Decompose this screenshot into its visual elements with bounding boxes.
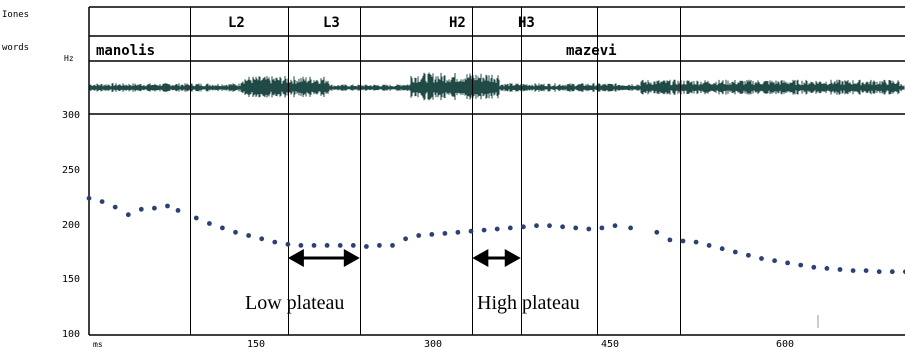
- pitch-point-14: [272, 239, 278, 245]
- pitch-point-30: [481, 227, 487, 233]
- low-plateau-label: Low plateau: [245, 292, 344, 314]
- segment-boundaries: [190, 7, 681, 335]
- tones-tier-label: Iones: [2, 10, 29, 20]
- y-tick-200: 200: [62, 220, 80, 231]
- pitch-point-13: [259, 236, 265, 242]
- pitch-point-42: [654, 229, 660, 235]
- plateau-arrow-1: [472, 249, 521, 267]
- pitch-point-2: [112, 204, 118, 210]
- pitch-point-29: [468, 228, 474, 234]
- pitch-point-37: [573, 225, 579, 231]
- pitch-point-58: [863, 268, 869, 273]
- pitch-point-50: [759, 256, 764, 261]
- pitch-point-47: [719, 246, 725, 252]
- pitch-point-23: [390, 243, 395, 248]
- pitch-point-60: [889, 269, 895, 275]
- pitch-point-43: [667, 237, 673, 243]
- pitch-point-57: [850, 268, 856, 273]
- tone-label-l2: L2: [228, 15, 245, 31]
- plateau-arrow-0-left-head: [287, 249, 304, 267]
- pitch-point-44: [680, 238, 686, 244]
- pitch-point-52: [785, 260, 790, 266]
- waveform-path: [89, 72, 905, 101]
- plateau-arrows: [287, 249, 521, 267]
- pitch-point-51: [772, 258, 777, 264]
- pitch-point-5: [152, 205, 157, 211]
- plateau-arrow-1-right-head: [504, 249, 521, 267]
- pitch-point-34: [534, 223, 539, 229]
- x-tick-600: 600: [776, 339, 794, 349]
- tone-label-h2: H2: [449, 15, 466, 31]
- pitch-point-10: [220, 225, 225, 231]
- pitch-point-12: [246, 233, 252, 238]
- pitch-point-45: [693, 239, 699, 245]
- pitch-point-36: [560, 224, 565, 230]
- pitch-point-27: [442, 231, 448, 236]
- pitch-point-55: [824, 266, 830, 271]
- plateau-arrow-0: [287, 249, 360, 267]
- words-tier-label: words: [2, 43, 29, 53]
- pitch-point-3: [125, 212, 131, 218]
- pitch-point-20: [350, 243, 356, 248]
- pitch-point-7: [175, 208, 181, 213]
- pitch-point-4: [138, 206, 144, 212]
- plateau-arrow-0-right-head: [343, 249, 360, 267]
- pitch-point-46: [706, 243, 712, 248]
- waveform: [89, 72, 905, 101]
- pitch-point-24: [403, 236, 408, 242]
- pitch-point-11: [233, 229, 238, 235]
- pitch-point-31: [494, 226, 500, 232]
- y-tick-100: 100: [62, 329, 80, 340]
- pitch-point-41: [628, 225, 633, 231]
- x-tick-150: 150: [247, 339, 265, 349]
- pitch-point-25: [416, 233, 422, 238]
- x-axis-ticks: ms 150 300 450 600: [93, 339, 794, 349]
- pitch-point-8: [193, 215, 199, 221]
- pitch-point-16: [298, 243, 304, 248]
- pitch-point-32: [507, 225, 513, 231]
- pitch-point-38: [586, 226, 592, 232]
- y-tick-300: 300: [62, 110, 80, 121]
- pitch-point-15: [285, 241, 291, 247]
- pitch-point-54: [811, 264, 817, 270]
- y-tick-250: 250: [62, 165, 80, 176]
- pitch-point-1: [99, 199, 105, 205]
- pitch-point-28: [455, 229, 461, 235]
- pitch-track: [86, 195, 905, 275]
- pitch-point-35: [547, 223, 552, 229]
- pitch-point-9: [207, 221, 212, 226]
- high-plateau-label: High plateau: [477, 292, 580, 314]
- pitch-point-22: [377, 243, 382, 248]
- x-tick-450: 450: [601, 339, 619, 349]
- pitch-point-19: [337, 243, 343, 248]
- pitch-point-48: [732, 249, 738, 255]
- x-tick-300: 300: [424, 339, 442, 349]
- pitch-point-18: [324, 243, 330, 248]
- tone-label-h3: H3: [518, 15, 535, 31]
- y-tick-150: 150: [62, 274, 80, 285]
- pitch-point-39: [599, 225, 605, 231]
- pitch-point-53: [798, 262, 804, 268]
- plateau-arrow-1-left-head: [472, 249, 489, 267]
- tone-label-l3: L3: [323, 15, 340, 31]
- x-axis-unit: ms: [93, 340, 103, 349]
- y-axis-ticks: 300 250 200 150 100: [62, 110, 80, 340]
- word-label-mazevi: mazevi: [566, 43, 617, 59]
- pitch-point-17: [311, 243, 317, 248]
- pitch-point-56: [837, 267, 843, 272]
- pitch-point-21: [364, 244, 369, 249]
- pitch-point-40: [612, 223, 618, 229]
- hz-unit-label: Hz: [64, 54, 74, 63]
- pitch-point-59: [876, 269, 882, 275]
- pitch-point-49: [746, 252, 751, 258]
- pitch-point-6: [165, 203, 170, 209]
- tier-frame: [88, 6, 905, 336]
- word-label-manolis: manolis: [96, 43, 155, 59]
- pitch-point-0: [86, 195, 92, 201]
- pitch-point-33: [521, 224, 526, 230]
- pitch-point-26: [429, 232, 435, 237]
